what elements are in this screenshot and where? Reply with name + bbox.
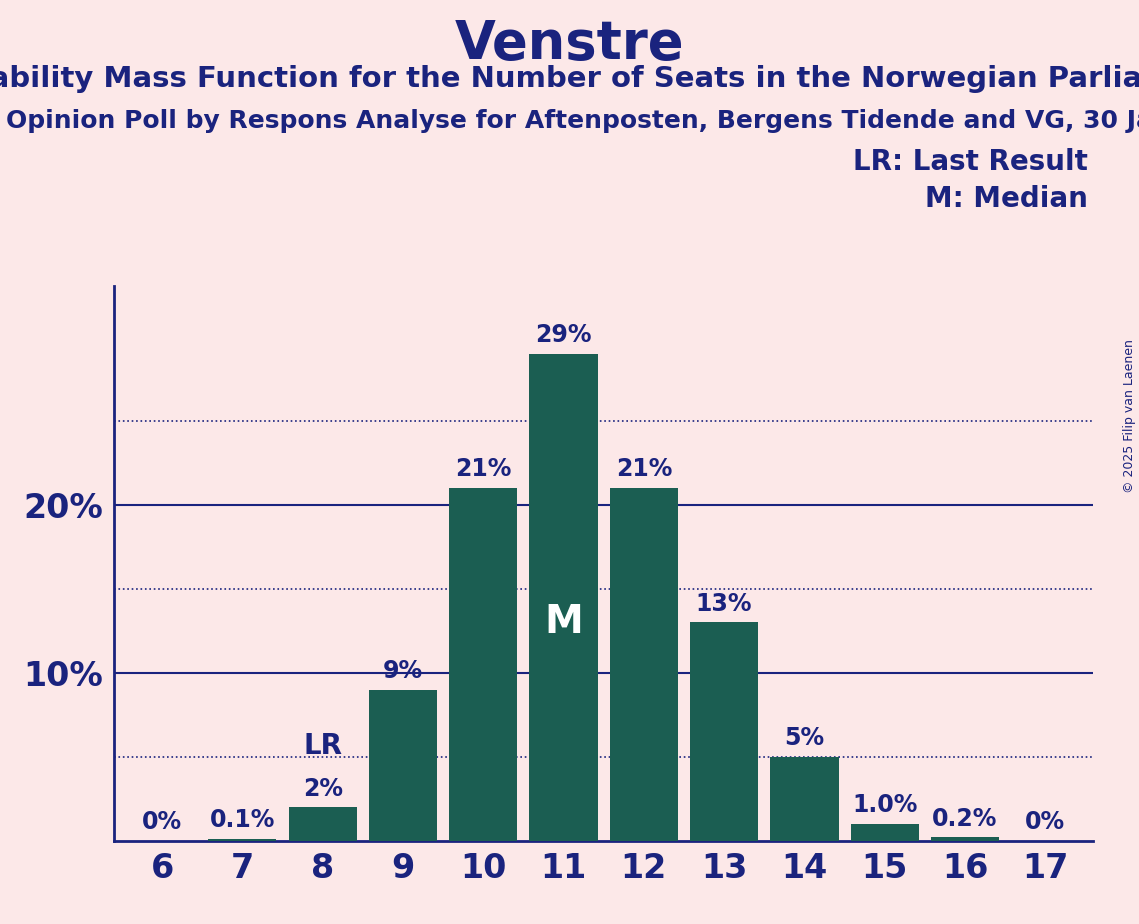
Text: 2%: 2% [303, 776, 343, 800]
Bar [931, 837, 999, 841]
Text: 0.2%: 0.2% [933, 807, 998, 831]
Text: LR: Last Result: LR: Last Result [853, 148, 1088, 176]
Text: 13%: 13% [696, 591, 753, 615]
Text: © 2025 Filip van Laenen: © 2025 Filip van Laenen [1123, 339, 1136, 492]
Bar [530, 354, 598, 841]
Text: M: M [544, 602, 583, 640]
Bar [609, 488, 678, 841]
Text: 29%: 29% [535, 322, 592, 346]
Text: 1.0%: 1.0% [852, 794, 917, 818]
Text: 0%: 0% [1025, 810, 1065, 834]
Text: Opinion Poll by Respons Analyse for Aftenposten, Bergens Tidende and VG, 30 Janu: Opinion Poll by Respons Analyse for Afte… [6, 109, 1139, 133]
Bar [851, 824, 919, 841]
Bar [770, 757, 838, 841]
Text: LR: LR [303, 732, 342, 760]
Bar [208, 839, 277, 841]
Bar [690, 623, 759, 841]
Text: 5%: 5% [785, 726, 825, 750]
Bar [288, 808, 357, 841]
Text: 21%: 21% [456, 457, 511, 481]
Bar [369, 689, 437, 841]
Text: 0.1%: 0.1% [210, 808, 274, 833]
Text: 0%: 0% [142, 810, 182, 834]
Text: Probability Mass Function for the Number of Seats in the Norwegian Parliament: Probability Mass Function for the Number… [0, 65, 1139, 92]
Text: 21%: 21% [615, 457, 672, 481]
Text: Venstre: Venstre [454, 18, 685, 70]
Text: M: Median: M: Median [925, 185, 1088, 213]
Text: 9%: 9% [383, 659, 423, 683]
Bar [449, 488, 517, 841]
